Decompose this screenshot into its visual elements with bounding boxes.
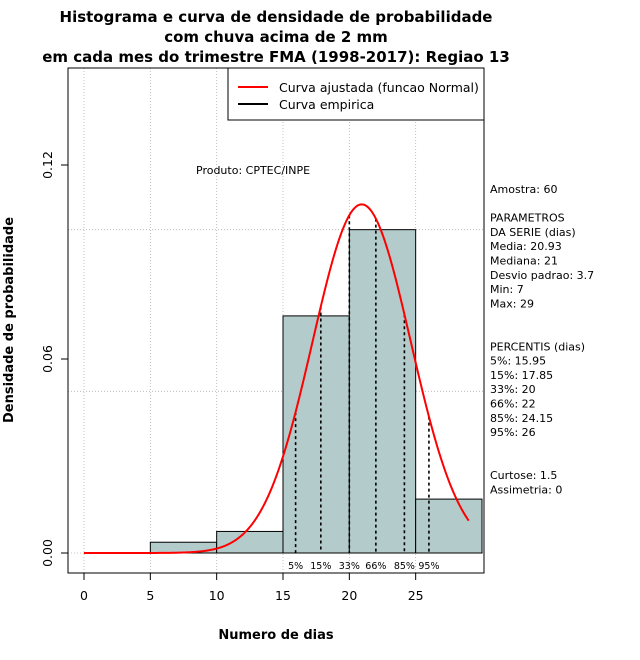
product-label: Produto: CPTEC/INPE [196,164,310,177]
percentile-label: 66% [365,561,386,572]
histogram-bars [149,229,483,554]
histogram-bar [282,315,350,554]
x-tick-label: 20 [341,588,357,603]
x-tick-label: 0 [80,588,88,603]
axes: 0 5 10 15 20 25 0.00 0.06 0.12 Numero de dias Dens… [2,67,485,643]
stats-line: Media: 20.93 [490,240,562,253]
stats-line: Curtose: 1.5 [490,469,557,482]
stats-line: PERCENTIS (dias) [490,340,585,353]
y-tick-label: 0.06 [40,345,55,373]
percentile-label: 15% [310,561,331,572]
x-tick-label: 10 [209,588,225,603]
percentile-lines: 5% 15% 33% 66% 85% 95% [288,215,439,572]
percentile-label: 95% [418,561,439,572]
legend-label: Curva empirica [279,97,374,112]
stats-line: Mediana: 21 [490,255,558,268]
stats-line: 5%: 15.95 [490,355,546,368]
x-axis-label: Numero de dias [218,628,334,643]
stats-line: Min: 7 [490,283,524,296]
histogram-bar [216,530,284,554]
grid-lines [68,68,484,573]
stats-line: Amostra: 60 [490,183,557,196]
stats-line: 85%: 24.15 [490,412,553,425]
percentile-label: 85% [394,561,415,572]
y-axis-label: Densidade de probabilidade [2,217,17,423]
percentile-label: 33% [339,561,360,572]
stats-line: 15%: 17.85 [490,369,553,382]
percentile-label: 5% [288,561,303,572]
normal-curve-line [84,203,470,554]
x-tick-label: 15 [275,588,291,603]
stats-line: Max: 29 [490,297,534,310]
histogram-bar [415,498,483,554]
legend-label: Curva ajustada (funcao Normal) [279,80,479,95]
chart-title-line: Histograma e curva de densidade de proba… [60,8,493,26]
y-tick-label: 0.12 [40,151,55,179]
x-tick-label: 5 [146,588,154,603]
normal-curve [84,203,470,554]
stats-line: 95%: 26 [490,426,536,439]
x-tick-label: 25 [408,588,424,603]
chart-title-line: com chuva acima de 2 mm [164,28,388,46]
stats-line: Desvio padrao: 3.7 [490,269,594,282]
plot-frame [67,67,485,574]
stats-line: 66%: 22 [490,398,536,411]
histogram-bar [348,229,417,554]
chart-title: Histograma e curva de densidade de proba… [42,8,510,66]
chart-title-line: em cada mes do trimestre FMA (1998-2017)… [42,48,510,66]
legend: Curva ajustada (funcao Normal) Curva empi… [227,67,485,121]
legend-box [227,67,485,121]
stats-line: 33%: 20 [490,383,536,396]
stats-line: DA SERIE (dias) [490,226,576,239]
y-tick-label: 0.00 [40,539,55,567]
stats-line: Assimetria: 0 [490,483,562,496]
stats-line: PARAMETROS [490,212,565,225]
